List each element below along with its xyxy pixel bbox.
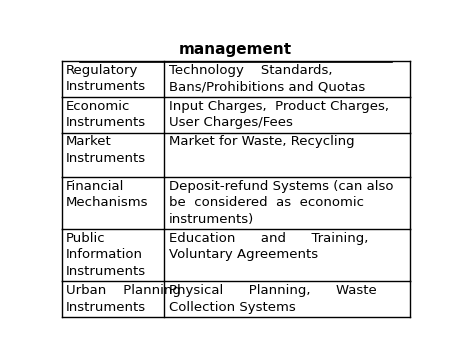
- Text: Economic
Instruments: Economic Instruments: [66, 100, 146, 129]
- Text: Financial
Mechanisms: Financial Mechanisms: [66, 180, 148, 209]
- Text: Market
Instruments: Market Instruments: [66, 135, 146, 165]
- Text: Regulatory
Instruments: Regulatory Instruments: [66, 64, 146, 93]
- Text: Technology    Standards,
Bans/Prohibitions and Quotas: Technology Standards, Bans/Prohibitions …: [168, 64, 364, 93]
- Text: Market for Waste, Recycling: Market for Waste, Recycling: [168, 135, 353, 149]
- Text: Input Charges,  Product Charges,
User Charges/Fees: Input Charges, Product Charges, User Cha…: [168, 100, 388, 129]
- Text: Deposit-refund Systems (can also
be  considered  as  economic
instruments): Deposit-refund Systems (can also be cons…: [168, 180, 392, 226]
- Text: Education      and      Training,
Voluntary Agreements: Education and Training, Voluntary Agreem…: [168, 232, 367, 261]
- Text: management: management: [179, 42, 291, 57]
- Text: Physical      Planning,      Waste
Collection Systems: Physical Planning, Waste Collection Syst…: [168, 284, 375, 314]
- Text: Urban    Planning
Instruments: Urban Planning Instruments: [66, 284, 180, 314]
- Text: Public
Information
Instruments: Public Information Instruments: [66, 232, 146, 278]
